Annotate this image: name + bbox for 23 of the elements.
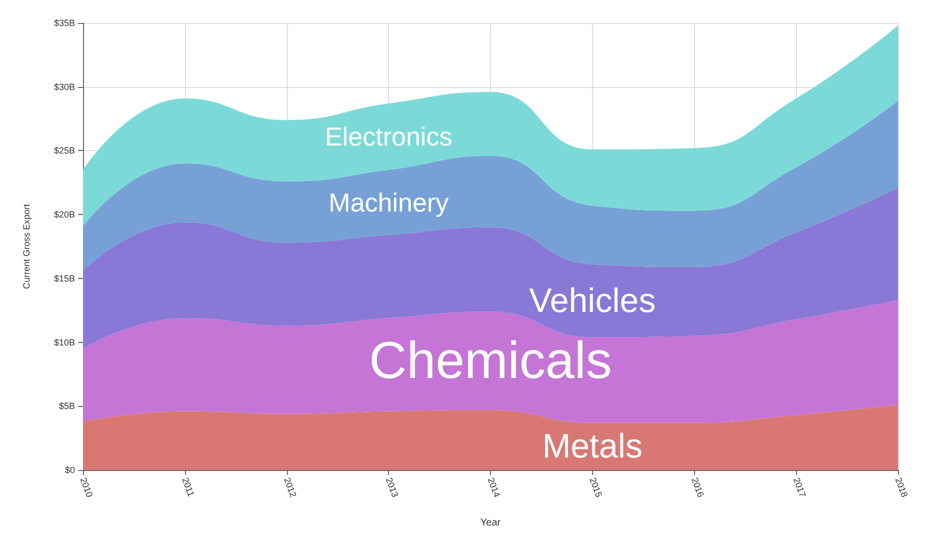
x-tick-label: 2010 xyxy=(78,476,95,499)
x-tick-label: 2014 xyxy=(486,476,502,499)
y-tick-label: $10B xyxy=(54,337,75,348)
y-tick-label: $30B xyxy=(54,82,75,92)
series-label: Electronics xyxy=(325,122,452,152)
series-label: Chemicals xyxy=(369,332,612,390)
y-tick-label: $25B xyxy=(54,146,75,156)
x-tick-label: 2017 xyxy=(791,476,808,499)
y-tick-label: $15B xyxy=(54,273,75,284)
x-tick-label: 2018 xyxy=(893,476,910,499)
y-axis-title: Current Gross Export xyxy=(22,203,32,290)
x-tick-label: 2013 xyxy=(384,476,400,499)
series-label: Vehicles xyxy=(529,282,656,320)
y-tick-label: $5B xyxy=(58,401,75,412)
x-tick-label: 2016 xyxy=(690,476,706,499)
series-label: Machinery xyxy=(328,187,449,218)
y-tick-label: $20B xyxy=(54,210,75,220)
y-tick-label: $0 xyxy=(64,465,75,475)
x-tick-label: 2011 xyxy=(180,476,196,498)
x-axis-title: Year xyxy=(480,518,502,528)
y-tick-label: $35B xyxy=(54,18,75,28)
x-tick-label: 2015 xyxy=(588,476,604,499)
x-tick-label: 2012 xyxy=(282,476,298,499)
